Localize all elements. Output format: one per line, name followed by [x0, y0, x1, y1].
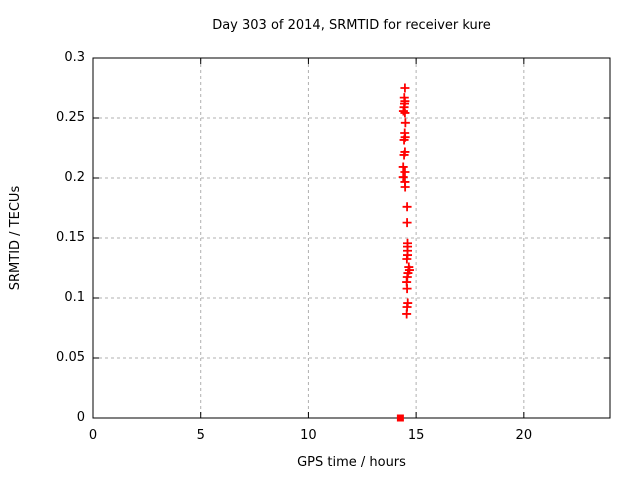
- data-point-plus: [400, 83, 410, 93]
- data-point-plus: [402, 202, 412, 212]
- data-point-plus: [399, 135, 409, 145]
- y-tick-label: 0.2: [64, 170, 85, 185]
- x-tick-label: 10: [300, 428, 317, 443]
- data-point-square: [396, 414, 404, 422]
- data-point-plus: [398, 172, 408, 182]
- data-point-plus: [402, 309, 412, 319]
- x-tick-label: 20: [515, 428, 533, 443]
- data-point-plus: [400, 167, 410, 177]
- x-tick-label: 5: [196, 428, 205, 443]
- data-point-plus: [399, 150, 409, 160]
- data-point-plus: [402, 254, 412, 264]
- x-axis-label: GPS time / hours: [297, 455, 406, 470]
- data-point-plus: [400, 108, 410, 118]
- data-point-plus: [402, 284, 412, 294]
- data-point-plus: [402, 218, 412, 228]
- data-point-plus: [400, 182, 410, 192]
- y-tick-label: 0.15: [56, 230, 85, 245]
- y-tick-label: 0.3: [64, 50, 85, 65]
- data-point-plus: [400, 118, 410, 128]
- x-tick-label: 15: [407, 428, 425, 443]
- data-point-plus: [398, 106, 408, 116]
- chart-title: Day 303 of 2014, SRMTID for receiver kur…: [212, 18, 491, 33]
- data-point-plus: [398, 162, 408, 172]
- y-tick-label: 0.1: [64, 290, 85, 305]
- y-tick-label: 0.05: [56, 350, 85, 365]
- y-tick-label: 0.25: [56, 110, 85, 125]
- x-tick-label: 0: [88, 428, 98, 443]
- y-tick-label: 0: [76, 410, 85, 425]
